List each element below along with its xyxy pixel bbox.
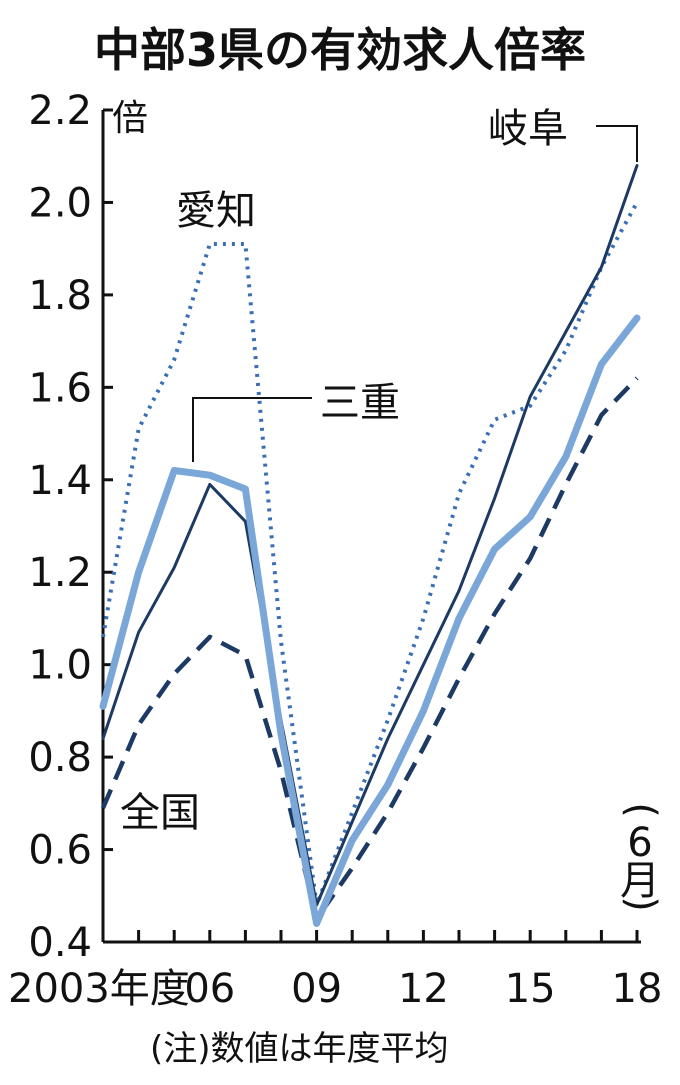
- last-point-note-char: ): [618, 896, 664, 912]
- y-tick-label: 0.6: [28, 828, 92, 874]
- leader-line-mie: [192, 397, 312, 462]
- x-tick-label: 15: [505, 966, 556, 1012]
- series-lines: [99, 164, 641, 927]
- leader-line-gifu: [596, 125, 638, 162]
- y-tick-label: 0.8: [28, 735, 92, 781]
- y-tick-label: 1.4: [28, 458, 92, 504]
- x-tick-label: 2003年度: [8, 966, 190, 1012]
- series-label-2: 三重: [320, 380, 400, 426]
- series-label-0: 愛知: [176, 188, 256, 234]
- last-point-note-char: (: [618, 802, 664, 818]
- series-label-3: 全国: [120, 790, 200, 836]
- chart-title: 中部3県の有効求人倍率: [94, 23, 586, 77]
- y-tick-label: 1.8: [28, 273, 92, 319]
- last-point-note: (6月): [618, 802, 664, 912]
- last-point-note-char: 月: [620, 858, 660, 904]
- series-line-1: [101, 164, 639, 907]
- x-tick-label: 09: [291, 966, 342, 1012]
- x-tick-label: 18: [612, 966, 663, 1012]
- series-line-3: [100, 376, 639, 922]
- y-tick-label: 0.4: [28, 920, 92, 966]
- x-tick-label: 06: [184, 966, 235, 1012]
- y-tick-label: 2.2: [28, 88, 92, 134]
- y-tick-label: 2.0: [28, 180, 92, 226]
- y-tick-label: 1.6: [28, 365, 92, 411]
- x-tick-label: 12: [398, 966, 449, 1012]
- y-axis-unit: 倍: [112, 98, 148, 139]
- y-tick-label: 1.0: [28, 643, 92, 689]
- footnote: (注)数値は年度平均: [150, 1029, 449, 1069]
- series-label-1: 岐阜: [488, 106, 568, 152]
- y-tick-label: 1.2: [28, 550, 92, 596]
- series-line-2: [99, 314, 641, 927]
- last-point-note-char: 6: [627, 820, 652, 866]
